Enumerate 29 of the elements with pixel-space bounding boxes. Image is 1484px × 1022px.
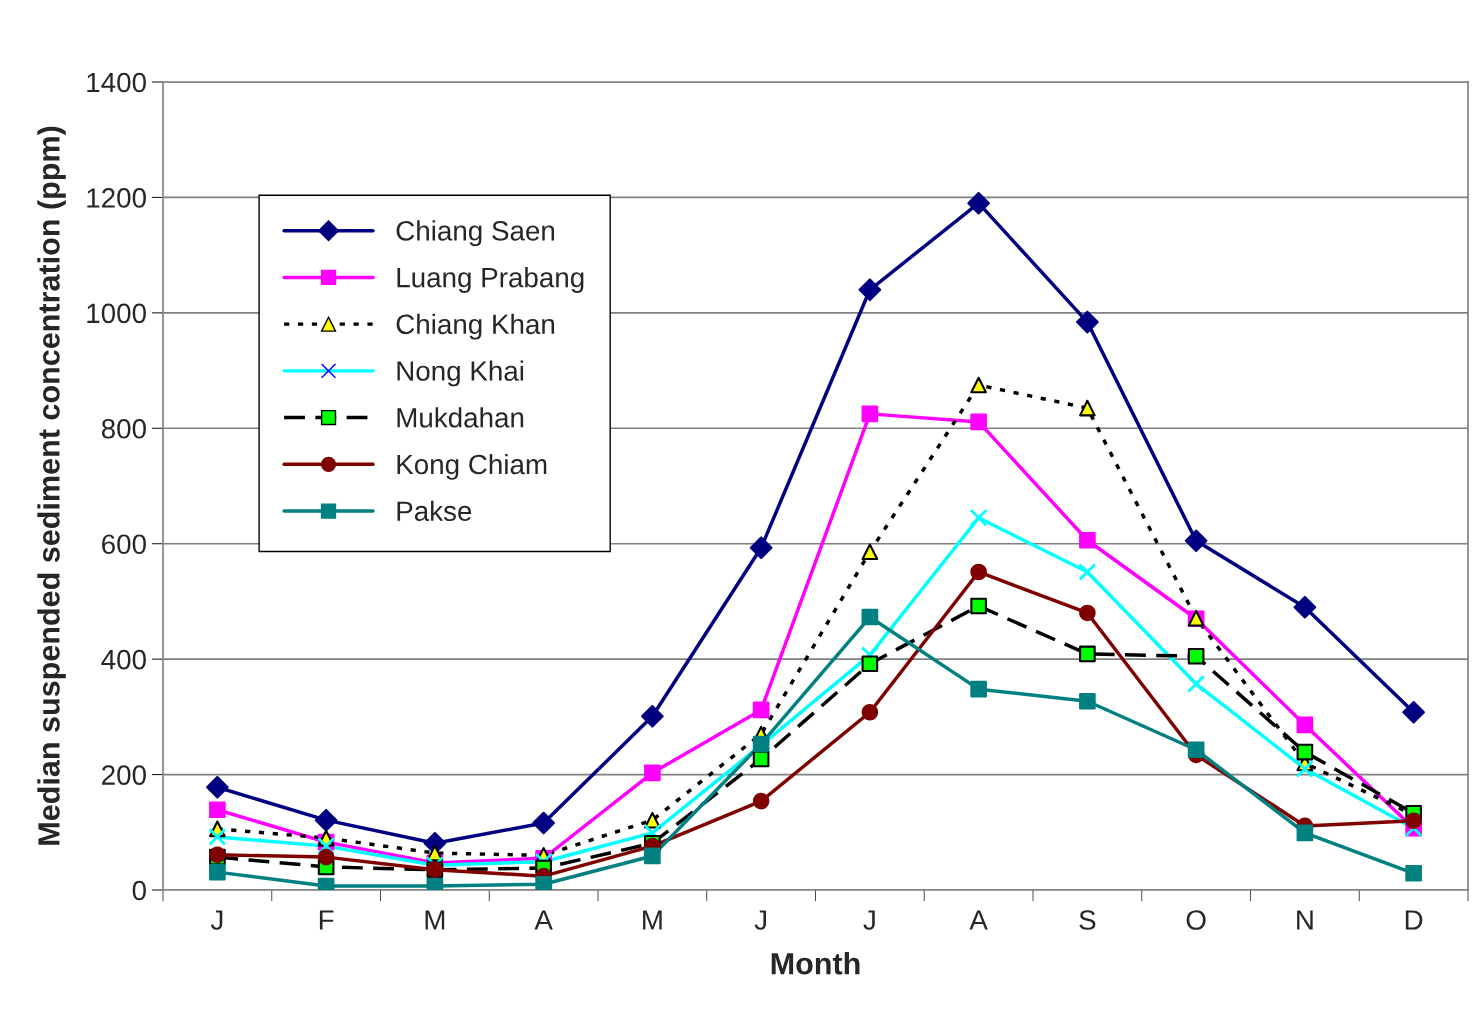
legend-label: Chiang Khan [396,313,555,340]
legend-label: Kong Chiam [397,453,547,480]
y-tick-label: 1000 [87,303,146,324]
x-tick-label: M [643,910,662,930]
y-tick-label: 600 [102,534,146,555]
y-tick-label: 1400 [87,72,146,93]
x-tick-label: F [319,910,334,930]
legend-label: Mukdahan [397,407,524,428]
x-tick-label: N [1297,910,1313,930]
x-tick-label: O [1186,910,1206,930]
x-tick-label: A [969,910,988,930]
x-axis-title: Month [771,952,860,975]
x-tick-label: A [534,910,553,930]
y-tick-label: 800 [101,418,146,439]
x-tick-label: J [754,910,767,930]
y-tick-label: 0 [132,880,146,901]
legend-label: Luang Prabang [397,267,584,293]
x-tick-label: D [1405,910,1423,930]
y-tick-label: 1200 [87,188,146,208]
legend-label: Pakse [397,500,472,522]
legend-label: Chiang Saen [396,220,555,247]
x-tick-label: J [210,910,223,930]
y-tick-label: 400 [101,649,146,670]
y-axis-title: Median suspended sediment concentration (ppm) [37,126,66,845]
x-tick-label: M [425,910,445,930]
y-tick-label: 200 [102,765,146,785]
x-tick-label: J [863,910,875,930]
x-tick-label: S [1079,910,1096,930]
legend-label: Nong Khai [397,360,524,387]
